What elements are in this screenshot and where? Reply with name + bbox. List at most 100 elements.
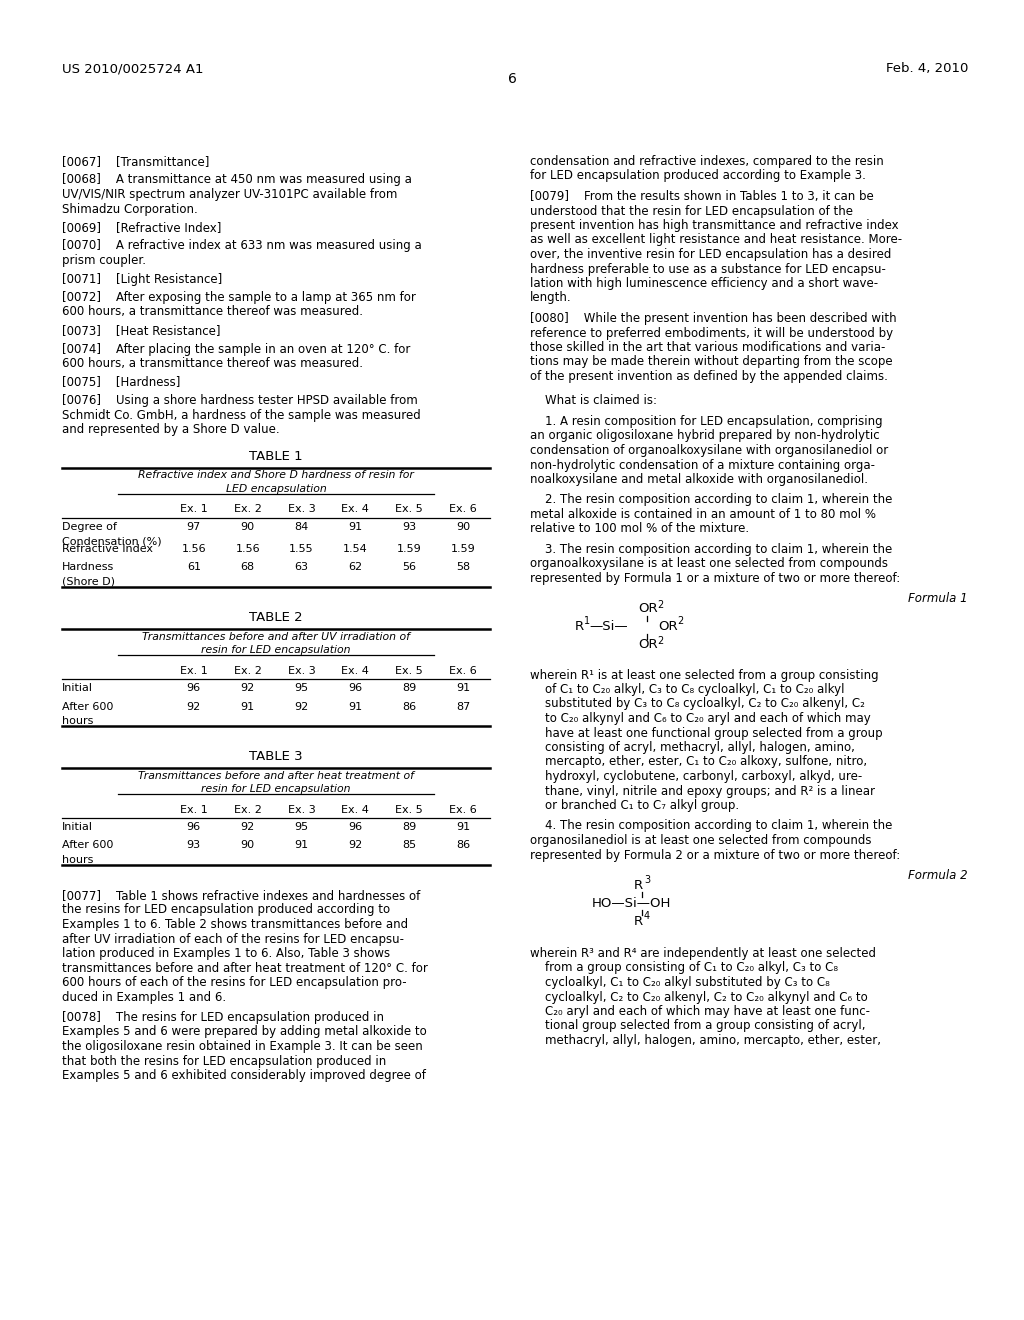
Text: 1.56: 1.56 [181, 544, 206, 554]
Text: 90: 90 [456, 521, 470, 532]
Text: 61: 61 [186, 562, 201, 573]
Text: or branched C₁ to C₇ alkyl group.: or branched C₁ to C₇ alkyl group. [530, 799, 739, 812]
Text: transmittances before and after heat treatment of 120° C. for: transmittances before and after heat tre… [62, 961, 428, 974]
Text: Transmittances before and after UV irradiation of: Transmittances before and after UV irrad… [142, 632, 410, 642]
Text: 91: 91 [456, 822, 470, 832]
Text: organoalkoxysilane is at least one selected from compounds: organoalkoxysilane is at least one selec… [530, 557, 888, 570]
Text: UV/VIS/NIR spectrum analyzer UV-3101PC available from: UV/VIS/NIR spectrum analyzer UV-3101PC a… [62, 187, 397, 201]
Text: over, the inventive resin for LED encapsulation has a desired: over, the inventive resin for LED encaps… [530, 248, 891, 261]
Text: Ex. 5: Ex. 5 [395, 805, 423, 814]
Text: length.: length. [530, 292, 571, 305]
Text: 2: 2 [657, 601, 664, 610]
Text: [0068]    A transmittance at 450 nm was measured using a: [0068] A transmittance at 450 nm was mea… [62, 173, 412, 186]
Text: 68: 68 [241, 562, 255, 573]
Text: condensation and refractive indexes, compared to the resin: condensation and refractive indexes, com… [530, 154, 884, 168]
Text: 93: 93 [186, 841, 201, 850]
Text: Shimadzu Corporation.: Shimadzu Corporation. [62, 202, 198, 215]
Text: 56: 56 [402, 562, 416, 573]
Text: Examples 5 and 6 were prepared by adding metal alkoxide to: Examples 5 and 6 were prepared by adding… [62, 1026, 427, 1039]
Text: hydroxyl, cyclobutene, carbonyl, carboxyl, alkyd, ure-: hydroxyl, cyclobutene, carbonyl, carboxy… [530, 770, 862, 783]
Text: 91: 91 [348, 521, 362, 532]
Text: prism coupler.: prism coupler. [62, 253, 146, 267]
Text: resin for LED encapsulation: resin for LED encapsulation [202, 784, 351, 795]
Text: OR: OR [638, 602, 657, 615]
Text: R: R [634, 915, 643, 928]
Text: Examples 5 and 6 exhibited considerably improved degree of: Examples 5 and 6 exhibited considerably … [62, 1069, 426, 1082]
Text: 2: 2 [677, 616, 683, 627]
Text: Ex. 2: Ex. 2 [233, 805, 261, 814]
Text: 1: 1 [584, 616, 590, 627]
Text: Refractive index and Shore D hardness of resin for: Refractive index and Shore D hardness of… [138, 470, 414, 480]
Text: Schmidt Co. GmbH, a hardness of the sample was measured: Schmidt Co. GmbH, a hardness of the samp… [62, 408, 421, 421]
Text: Ex. 4: Ex. 4 [341, 667, 370, 676]
Text: Ex. 1: Ex. 1 [180, 667, 208, 676]
Text: Ex. 4: Ex. 4 [341, 805, 370, 814]
Text: 91: 91 [348, 701, 362, 711]
Text: TABLE 3: TABLE 3 [249, 750, 303, 763]
Text: Condensation (%): Condensation (%) [62, 536, 162, 546]
Text: hours: hours [62, 715, 93, 726]
Text: organosilanediol is at least one selected from compounds: organosilanediol is at least one selecte… [530, 834, 871, 847]
Text: understood that the resin for LED encapsulation of the: understood that the resin for LED encaps… [530, 205, 853, 218]
Text: thane, vinyl, nitrile and epoxy groups; and R² is a linear: thane, vinyl, nitrile and epoxy groups; … [530, 784, 874, 797]
Text: tional group selected from a group consisting of acryl,: tional group selected from a group consi… [530, 1019, 865, 1032]
Text: to C₂₀ alkynyl and C₆ to C₂₀ aryl and each of which may: to C₂₀ alkynyl and C₆ to C₂₀ aryl and ea… [530, 711, 870, 725]
Text: [0077]    Table 1 shows refractive indexes and hardnesses of: [0077] Table 1 shows refractive indexes … [62, 888, 420, 902]
Text: hardness preferable to use as a substance for LED encapsu-: hardness preferable to use as a substanc… [530, 263, 886, 276]
Text: Examples 1 to 6. Table 2 shows transmittances before and: Examples 1 to 6. Table 2 shows transmitt… [62, 917, 409, 931]
Text: Ex. 5: Ex. 5 [395, 504, 423, 515]
Text: lation produced in Examples 1 to 6. Also, Table 3 shows: lation produced in Examples 1 to 6. Also… [62, 946, 390, 960]
Text: 97: 97 [186, 521, 201, 532]
Text: the resins for LED encapsulation produced according to: the resins for LED encapsulation produce… [62, 903, 390, 916]
Text: Ex. 6: Ex. 6 [450, 667, 477, 676]
Text: TABLE 1: TABLE 1 [249, 450, 303, 462]
Text: Ex. 3: Ex. 3 [288, 667, 315, 676]
Text: 92: 92 [348, 841, 362, 850]
Text: of C₁ to C₂₀ alkyl, C₃ to C₈ cycloalkyl, C₁ to C₂₀ alkyl: of C₁ to C₂₀ alkyl, C₃ to C₈ cycloalkyl,… [530, 682, 845, 696]
Text: 92: 92 [186, 701, 201, 711]
Text: Transmittances before and after heat treatment of: Transmittances before and after heat tre… [138, 771, 414, 781]
Text: tions may be made therein without departing from the scope: tions may be made therein without depart… [530, 355, 893, 368]
Text: After 600: After 600 [62, 841, 114, 850]
Text: R: R [575, 620, 584, 634]
Text: 2: 2 [657, 636, 664, 647]
Text: [0072]    After exposing the sample to a lamp at 365 nm for: [0072] After exposing the sample to a la… [62, 290, 416, 304]
Text: 6: 6 [508, 73, 516, 86]
Text: Ex. 6: Ex. 6 [450, 805, 477, 814]
Text: 91: 91 [295, 841, 308, 850]
Text: 90: 90 [241, 521, 255, 532]
Text: lation with high luminescence efficiency and a short wave-: lation with high luminescence efficiency… [530, 277, 879, 290]
Text: 2. The resin composition according to claim 1, wherein the: 2. The resin composition according to cl… [530, 494, 892, 507]
Text: LED encapsulation: LED encapsulation [225, 483, 327, 494]
Text: wherein R³ and R⁴ are independently at least one selected: wherein R³ and R⁴ are independently at l… [530, 946, 876, 960]
Text: Ex. 2: Ex. 2 [233, 667, 261, 676]
Text: Ex. 5: Ex. 5 [395, 667, 423, 676]
Text: (Shore D): (Shore D) [62, 577, 115, 587]
Text: Feb. 4, 2010: Feb. 4, 2010 [886, 62, 968, 75]
Text: Ex. 1: Ex. 1 [180, 504, 208, 515]
Text: 85: 85 [402, 841, 417, 850]
Text: Ex. 6: Ex. 6 [450, 504, 477, 515]
Text: methacryl, allyl, halogen, amino, mercapto, ether, ester,: methacryl, allyl, halogen, amino, mercap… [530, 1034, 881, 1047]
Text: Ex. 1: Ex. 1 [180, 805, 208, 814]
Text: 95: 95 [295, 682, 308, 693]
Text: relative to 100 mol % of the mixture.: relative to 100 mol % of the mixture. [530, 523, 750, 536]
Text: US 2010/0025724 A1: US 2010/0025724 A1 [62, 62, 204, 75]
Text: [0073]    [Heat Resistance]: [0073] [Heat Resistance] [62, 323, 220, 337]
Text: condensation of organoalkoxysilane with organosilanediol or: condensation of organoalkoxysilane with … [530, 444, 888, 457]
Text: 600 hours of each of the resins for LED encapsulation pro-: 600 hours of each of the resins for LED … [62, 975, 407, 989]
Text: 1.59: 1.59 [397, 544, 422, 554]
Text: 96: 96 [186, 822, 201, 832]
Text: TABLE 2: TABLE 2 [249, 611, 303, 624]
Text: HO—Si—OH: HO—Si—OH [592, 898, 672, 909]
Text: 87: 87 [456, 701, 470, 711]
Text: the oligosiloxane resin obtained in Example 3. It can be seen: the oligosiloxane resin obtained in Exam… [62, 1040, 423, 1053]
Text: hours: hours [62, 855, 93, 865]
Text: that both the resins for LED encapsulation produced in: that both the resins for LED encapsulati… [62, 1055, 386, 1068]
Text: 1.56: 1.56 [236, 544, 260, 554]
Text: and represented by a Shore D value.: and represented by a Shore D value. [62, 422, 280, 436]
Text: from a group consisting of C₁ to C₂₀ alkyl, C₃ to C₈: from a group consisting of C₁ to C₂₀ alk… [530, 961, 838, 974]
Text: Initial: Initial [62, 822, 93, 832]
Text: 4: 4 [644, 911, 650, 921]
Text: Formula 2: Formula 2 [908, 869, 968, 882]
